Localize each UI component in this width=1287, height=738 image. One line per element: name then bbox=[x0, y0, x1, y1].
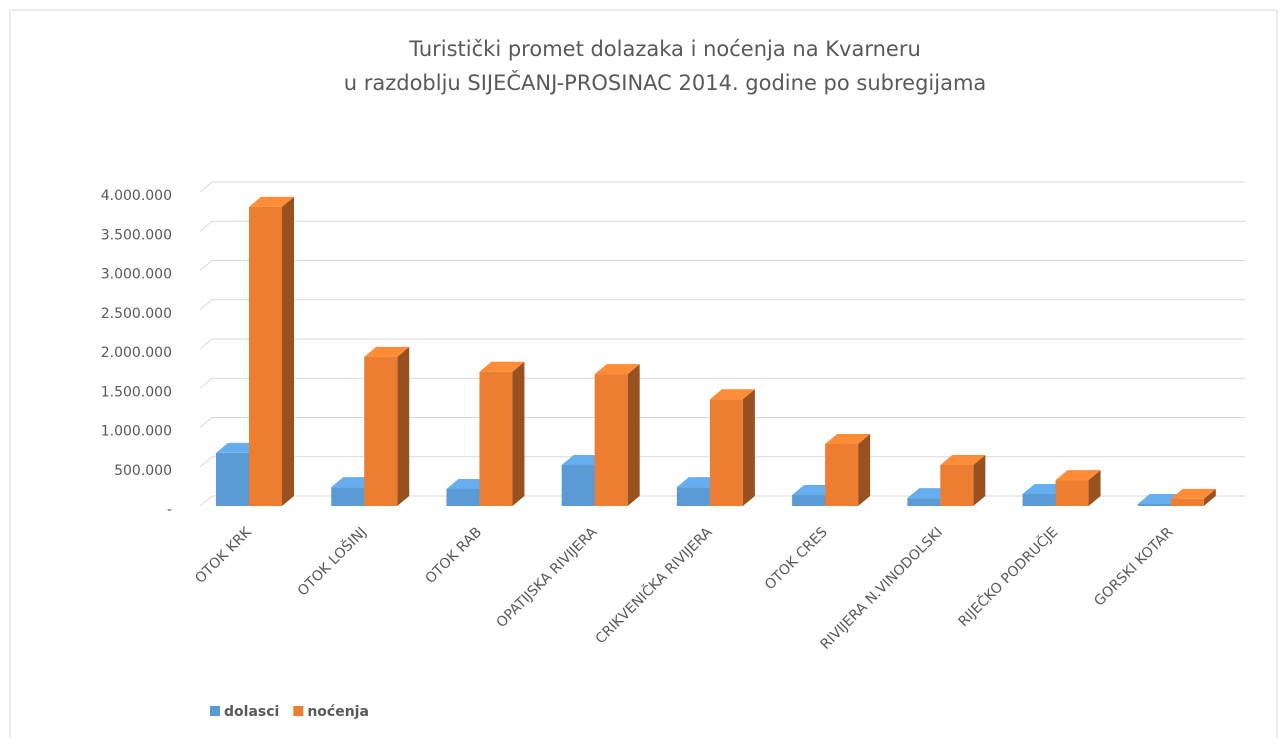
bar-side bbox=[742, 389, 755, 506]
legend-label: dolasci bbox=[224, 704, 279, 720]
y-tick-label: 1.500.000 bbox=[101, 384, 172, 400]
bar-front bbox=[561, 464, 595, 506]
grid-line bbox=[199, 377, 1245, 389]
bar-front bbox=[249, 206, 282, 507]
bar-front bbox=[1055, 480, 1089, 506]
bar bbox=[249, 196, 294, 507]
bar-top bbox=[364, 346, 410, 357]
chart-title: Turistički promet dolazaka i noćenja na … bbox=[408, 37, 921, 61]
bar-top bbox=[1170, 488, 1216, 499]
bar-side bbox=[858, 433, 871, 506]
y-tick-label: 2.500.000 bbox=[101, 306, 172, 322]
bar-side bbox=[1088, 470, 1101, 506]
y-tick-label: 2.000.000 bbox=[101, 345, 172, 361]
grid-line bbox=[199, 495, 1245, 507]
bar-top bbox=[249, 196, 294, 207]
bar-top bbox=[940, 454, 986, 465]
bar-top bbox=[594, 364, 640, 375]
bar bbox=[594, 364, 640, 506]
bar bbox=[1055, 470, 1101, 506]
bar-side bbox=[282, 196, 294, 507]
bar bbox=[940, 454, 986, 506]
bar-front bbox=[825, 443, 859, 506]
bar-side bbox=[627, 364, 640, 506]
grid-line bbox=[199, 260, 1245, 271]
bar bbox=[479, 361, 525, 506]
bar bbox=[825, 433, 871, 506]
chart-title: u razdoblju SIJEČANJ-PROSINAC 2014. godi… bbox=[344, 70, 987, 95]
bar-front bbox=[676, 487, 710, 506]
bar-front bbox=[364, 356, 398, 506]
y-tick-label: - bbox=[167, 502, 172, 518]
bar-side bbox=[512, 361, 525, 506]
bar bbox=[364, 346, 410, 506]
bar-side bbox=[1203, 488, 1216, 506]
grid-line bbox=[199, 456, 1245, 468]
grid-line bbox=[199, 299, 1245, 311]
legend-label: noćenja bbox=[307, 704, 369, 720]
bar-front bbox=[1022, 493, 1056, 506]
grid-line bbox=[199, 338, 1245, 350]
bar-top bbox=[1055, 470, 1101, 481]
bar-front bbox=[479, 371, 513, 506]
bar bbox=[1170, 488, 1216, 506]
bar-front bbox=[940, 464, 974, 506]
legend-swatch bbox=[210, 706, 220, 716]
bar-top bbox=[825, 433, 871, 444]
bar-front bbox=[1170, 498, 1204, 506]
bar-front bbox=[446, 488, 480, 506]
bar-front bbox=[594, 374, 628, 506]
y-tick-label: 1.000.000 bbox=[101, 424, 172, 440]
grid-line bbox=[199, 181, 1245, 193]
bar-top bbox=[709, 389, 755, 400]
bar-front bbox=[907, 498, 941, 506]
y-tick-label: 500.000 bbox=[114, 463, 172, 479]
y-tick-label: 3.000.000 bbox=[101, 267, 172, 283]
bar-front bbox=[792, 495, 826, 506]
bar-front bbox=[331, 487, 365, 506]
bar-side bbox=[397, 346, 410, 506]
bar bbox=[709, 389, 755, 506]
bar-side bbox=[973, 454, 986, 506]
bar-top bbox=[479, 361, 525, 372]
grid-line bbox=[199, 417, 1245, 428]
y-tick-label: 4.000.000 bbox=[101, 188, 172, 204]
legend-swatch bbox=[293, 706, 304, 716]
chart-frame bbox=[9, 9, 1278, 738]
y-tick-label: 3.500.000 bbox=[101, 227, 172, 243]
bar-front bbox=[1137, 504, 1171, 506]
bar-front bbox=[216, 452, 249, 506]
bar-front bbox=[709, 399, 743, 506]
grid-line bbox=[199, 220, 1245, 232]
